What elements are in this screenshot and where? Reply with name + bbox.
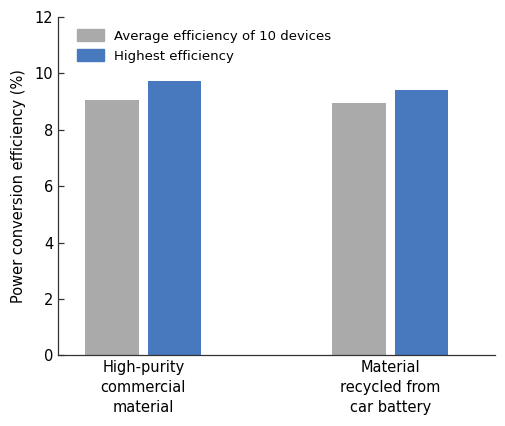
Y-axis label: Power conversion efficiency (%): Power conversion efficiency (%) xyxy=(11,69,26,303)
Bar xyxy=(85,100,138,355)
Bar xyxy=(332,103,385,355)
Legend: Average efficiency of 10 devices, Highest efficiency: Average efficiency of 10 devices, Highes… xyxy=(73,26,335,67)
Bar xyxy=(148,81,201,355)
Bar xyxy=(394,90,447,355)
